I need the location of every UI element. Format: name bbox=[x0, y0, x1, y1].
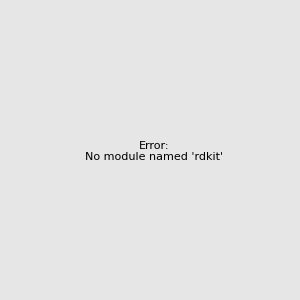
Text: Error:
No module named 'rdkit': Error: No module named 'rdkit' bbox=[85, 141, 223, 162]
